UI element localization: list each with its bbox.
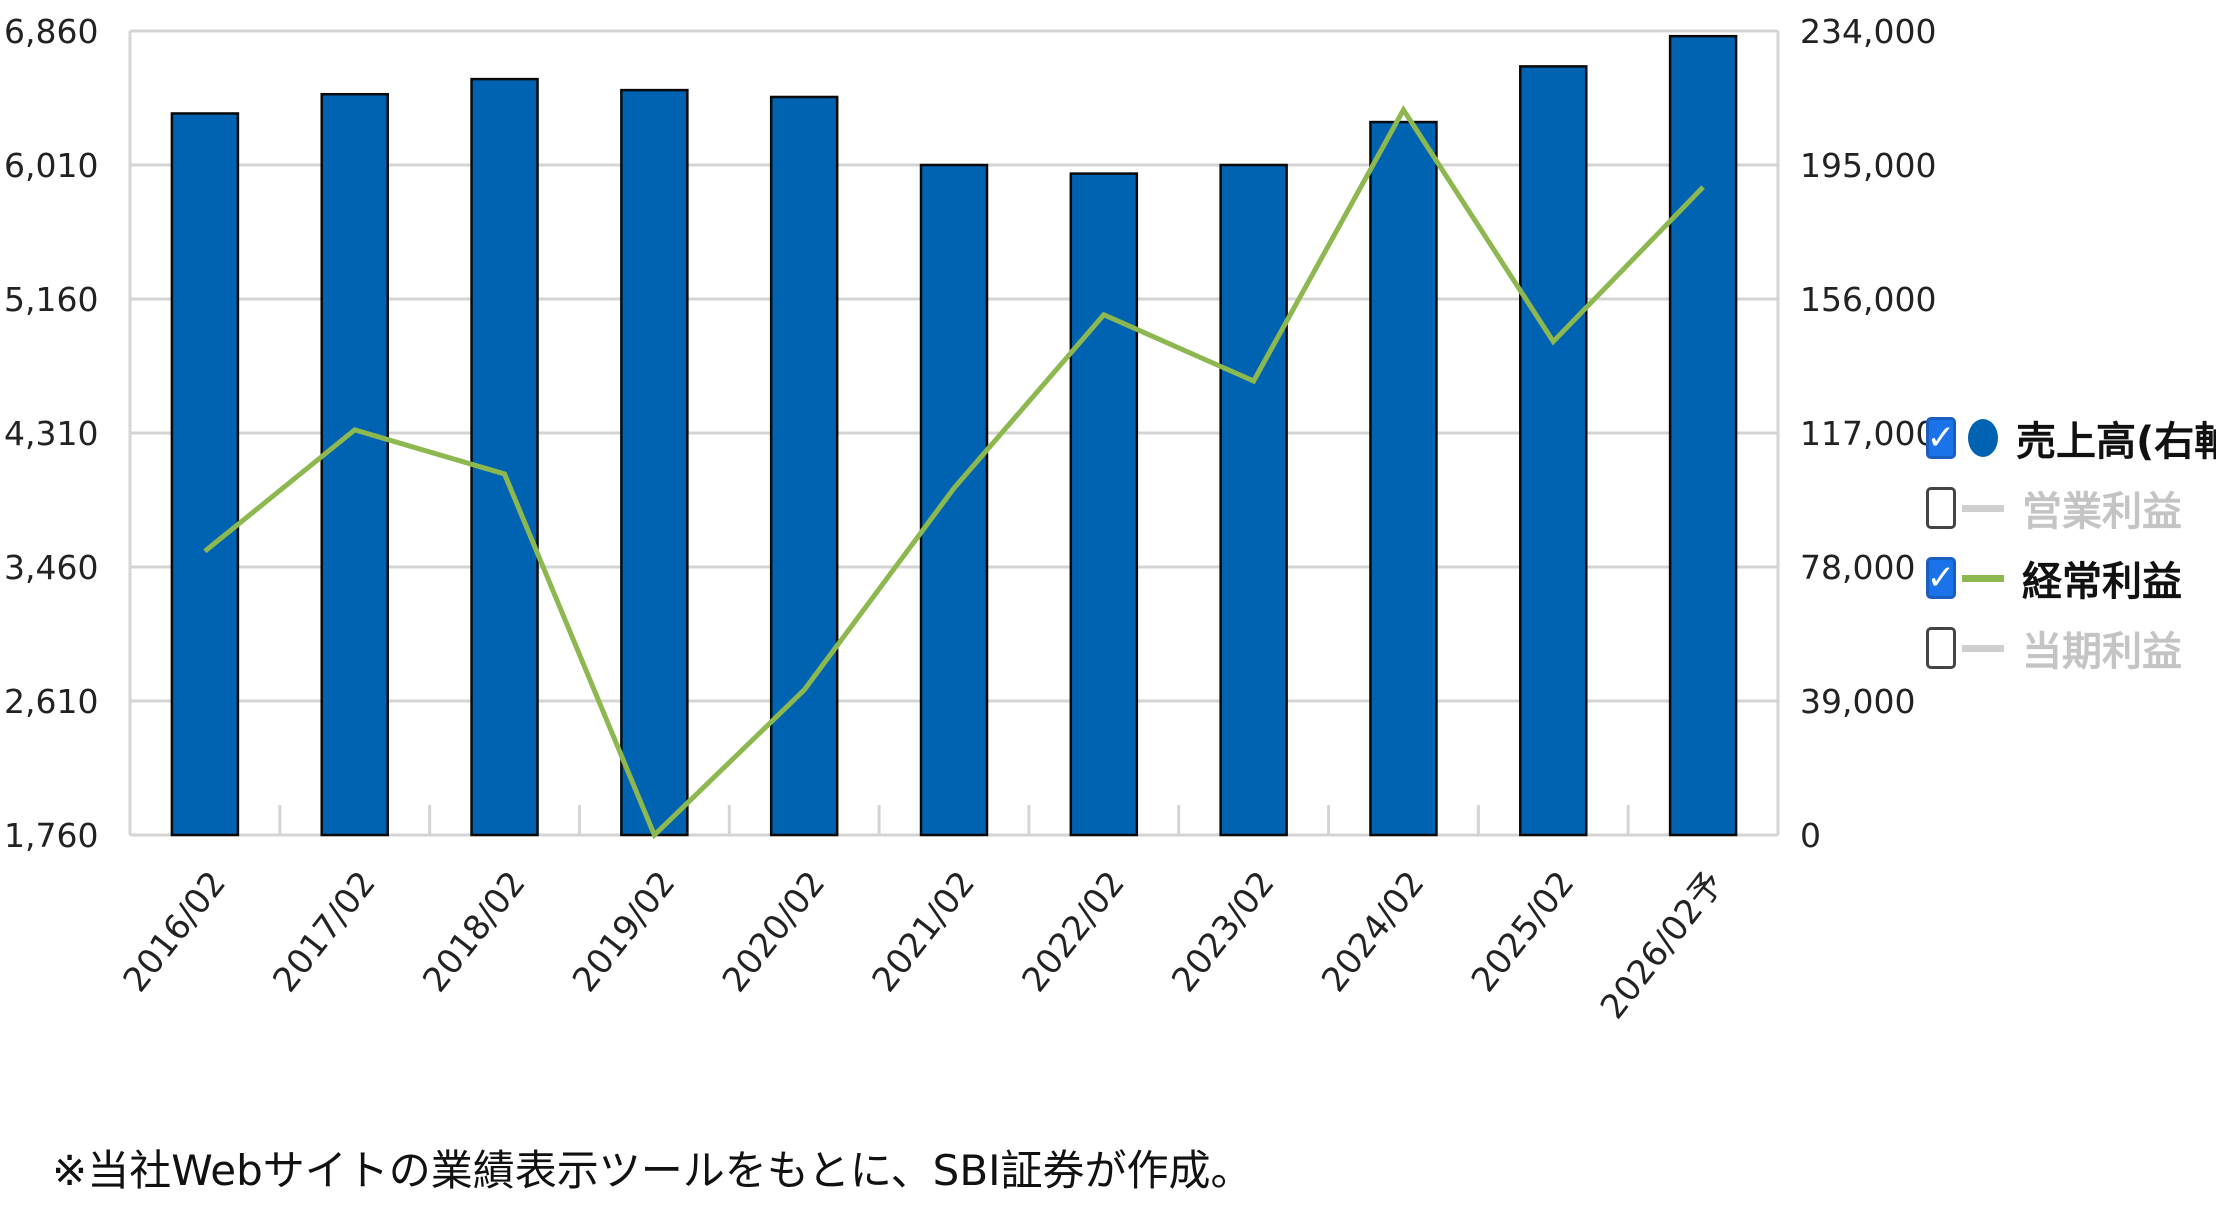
bar-2026/02予 xyxy=(1668,34,1738,837)
right-tick-label: 117,000 xyxy=(1800,414,1936,453)
footnote: ※当社Webサイトの業績表示ツールをもとに、SBI証券が作成。 xyxy=(52,1146,1253,1195)
bar-2020/02 xyxy=(769,95,839,837)
bar-2022/02 xyxy=(1069,172,1139,837)
bar-2024/02 xyxy=(1369,120,1438,837)
legend-checkbox[interactable]: ✓ xyxy=(1926,557,1956,599)
right-tick-label: 156,000 xyxy=(1800,280,1936,319)
bar-2025/02 xyxy=(1519,65,1588,837)
right-tick-label: 0 xyxy=(1800,816,1821,855)
bar-2019/02 xyxy=(620,88,689,837)
left-axis-ticks: 1,760 2,610 3,460 4,310 5,160 6,010 6,860 xyxy=(4,12,98,855)
x-tick-label: 2026/02予 xyxy=(1593,864,1732,1027)
legend-marker xyxy=(1962,644,2004,652)
x-tick-label: 2016/02 xyxy=(116,864,234,1000)
legend-item-operating-profit[interactable]: 営業利益 xyxy=(1926,478,2182,538)
legend-item-sales[interactable]: ✓ 売上高(右軸) xyxy=(1926,408,2216,468)
legend-marker xyxy=(1962,574,2004,582)
x-tick-label: 2019/02 xyxy=(565,864,683,1000)
x-tick-label: 2025/02 xyxy=(1464,864,1582,1000)
chart: 1,760 2,610 3,460 4,310 5,160 6,010 6,860 0 39,… xyxy=(4,12,1936,1027)
right-tick-label: 234,000 xyxy=(1800,12,1936,51)
right-axis-ticks: 0 39,000 78,000 117,000 156,000 195,000 234,00… xyxy=(1800,12,1936,855)
left-tick-label: 3,460 xyxy=(4,548,98,587)
left-tick-label: 2,610 xyxy=(4,682,98,721)
left-tick-label: 6,860 xyxy=(4,12,98,51)
legend-label: 経常利益 xyxy=(2022,559,2182,605)
bar-2016/02 xyxy=(170,112,240,837)
legend-label: 売上高(右軸) xyxy=(2016,419,2216,465)
x-tick-label: 2020/02 xyxy=(715,864,833,1000)
legend-item-net-profit[interactable]: 当期利益 xyxy=(1926,618,2182,678)
x-tick-label: 2017/02 xyxy=(265,864,383,1000)
legend-checkbox[interactable]: ✓ xyxy=(1926,417,1956,459)
left-tick-label: 5,160 xyxy=(4,280,98,319)
left-tick-label: 1,760 xyxy=(4,816,98,855)
legend-checkbox[interactable] xyxy=(1926,487,1956,529)
legend-label: 当期利益 xyxy=(2022,629,2182,675)
x-axis-ticks: 2016/02 2017/02 2018/02 2019/02 2020/02 2021/… xyxy=(116,864,1733,1027)
x-tick-label: 2021/02 xyxy=(865,864,983,1000)
left-tick-label: 4,310 xyxy=(4,414,98,453)
line-ordinary-profit xyxy=(203,104,1705,840)
legend-marker xyxy=(1962,504,2004,512)
legend-item-ordinary-profit[interactable]: ✓ 経常利益 xyxy=(1926,548,2182,608)
x-tick-label: 2024/02 xyxy=(1314,864,1432,1000)
bar-series xyxy=(170,34,1738,837)
bar-2021/02 xyxy=(919,163,989,837)
bar-2018/02 xyxy=(470,77,539,837)
x-tick-label: 2023/02 xyxy=(1164,864,1282,1000)
legend-label: 営業利益 xyxy=(2022,489,2182,535)
left-tick-label: 6,010 xyxy=(4,146,98,185)
x-tick-label: 2022/02 xyxy=(1014,864,1132,1000)
right-tick-label: 195,000 xyxy=(1800,146,1936,185)
right-tick-label: 78,000 xyxy=(1800,548,1915,587)
right-tick-label: 39,000 xyxy=(1800,682,1915,721)
bar-2023/02 xyxy=(1219,163,1288,837)
legend-marker xyxy=(1968,419,1998,457)
line-series xyxy=(203,104,1705,840)
legend-checkbox[interactable] xyxy=(1926,627,1956,669)
bar-2017/02 xyxy=(320,92,389,837)
x-tick-label: 2018/02 xyxy=(415,864,533,1000)
